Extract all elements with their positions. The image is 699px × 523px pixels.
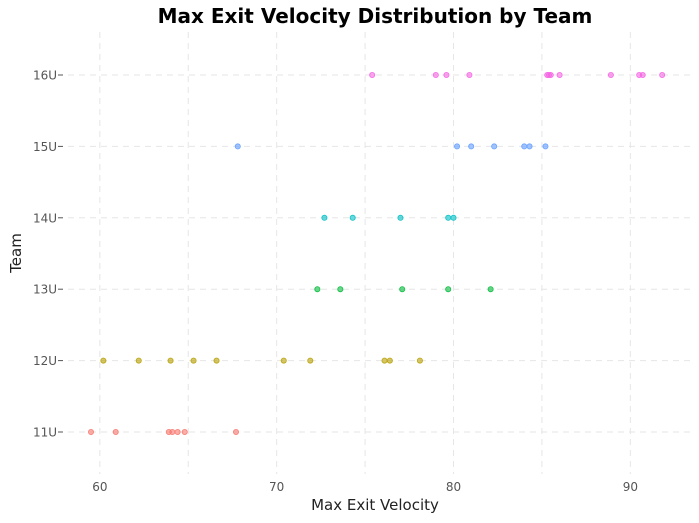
data-point xyxy=(213,357,220,364)
data-point xyxy=(416,357,423,364)
data-point xyxy=(349,214,356,221)
data-point xyxy=(321,214,328,221)
data-point xyxy=(487,286,494,293)
data-point xyxy=(445,214,452,221)
data-point xyxy=(314,286,321,293)
y-tick-label: 14U xyxy=(33,211,57,225)
data-point xyxy=(521,143,528,150)
minor-gridlines xyxy=(187,32,543,474)
chart-title: Max Exit Velocity Distribution by Team xyxy=(158,4,593,28)
data-point xyxy=(369,72,376,79)
data-point xyxy=(468,143,475,150)
data-point xyxy=(167,357,174,364)
data-point xyxy=(169,428,176,435)
x-axis-ticks: 60 70 80 90 xyxy=(92,480,638,494)
data-point xyxy=(399,286,406,293)
data-point xyxy=(432,72,439,79)
data-point xyxy=(556,72,563,79)
data-point xyxy=(381,357,388,364)
data-point xyxy=(307,357,314,364)
data-point xyxy=(397,214,404,221)
data-point xyxy=(466,72,473,79)
data-point xyxy=(234,143,241,150)
data-point xyxy=(607,72,614,79)
data-point xyxy=(386,357,393,364)
y-axis-ticks: 11U 12U 13U 14U 15U 16U xyxy=(33,69,63,440)
data-point xyxy=(491,143,498,150)
data-point xyxy=(174,428,181,435)
data-point xyxy=(443,72,450,79)
x-tick-label: 90 xyxy=(623,480,638,494)
data-point xyxy=(526,143,533,150)
y-axis-label: Team xyxy=(7,233,25,274)
data-point xyxy=(659,72,666,79)
y-tick-label: 12U xyxy=(33,354,57,368)
data-point xyxy=(100,357,107,364)
data-point xyxy=(190,357,197,364)
data-point xyxy=(639,72,646,79)
data-point xyxy=(445,286,452,293)
y-tick-label: 15U xyxy=(33,140,57,154)
data-point xyxy=(87,428,94,435)
x-tick-label: 60 xyxy=(92,480,107,494)
y-tick-label: 11U xyxy=(33,426,57,440)
data-point xyxy=(112,428,119,435)
x-tick-label: 80 xyxy=(446,480,461,494)
major-gridlines xyxy=(68,32,694,474)
data-point xyxy=(547,72,554,79)
data-point xyxy=(542,143,549,150)
data-point xyxy=(135,357,142,364)
x-axis-label: Max Exit Velocity xyxy=(311,496,439,514)
data-point xyxy=(280,357,287,364)
data-point xyxy=(181,428,188,435)
data-point xyxy=(232,428,239,435)
data-points xyxy=(87,72,666,435)
y-tick-label: 16U xyxy=(33,69,57,83)
y-tick-label: 13U xyxy=(33,283,57,297)
data-point xyxy=(454,143,461,150)
x-tick-label: 70 xyxy=(269,480,284,494)
data-point xyxy=(337,286,344,293)
data-point xyxy=(450,214,457,221)
